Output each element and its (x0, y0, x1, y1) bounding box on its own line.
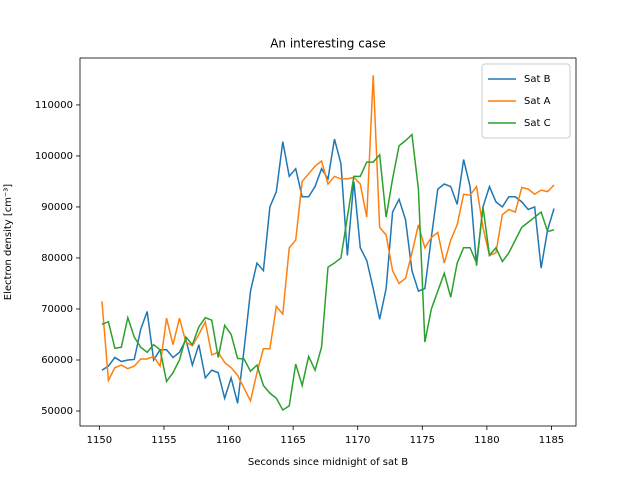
x-tick-label: 1180 (474, 435, 499, 446)
x-tick-label: 1150 (87, 435, 112, 446)
x-tick-label: 1165 (280, 435, 305, 446)
x-tick-label: 1185 (539, 435, 564, 446)
y-tick-label: 90000 (41, 202, 73, 213)
legend-label: Sat B (524, 74, 551, 85)
x-tick-label: 1175 (410, 435, 435, 446)
x-tick-label: 1160 (216, 435, 241, 446)
y-tick-label: 50000 (41, 406, 73, 417)
y-axis-label: Electron density [cm⁻³] (3, 184, 14, 300)
x-axis-label: Seconds since midnight of sat B (248, 457, 408, 468)
x-tick-label: 1155 (151, 435, 176, 446)
series-line (101, 132, 555, 412)
legend-box (481, 63, 571, 139)
legend-label: Sat C (524, 118, 551, 129)
y-tick-label: 110000 (35, 100, 73, 111)
chart-title: An interesting case (270, 37, 386, 51)
x-tick-label: 1170 (345, 435, 370, 446)
y-tick-label: 70000 (41, 304, 73, 315)
series-line (101, 75, 555, 403)
y-tick-label: 60000 (41, 355, 73, 366)
legend-label: Sat A (524, 96, 551, 107)
y-tick-label: 80000 (41, 253, 73, 264)
y-tick-label: 100000 (35, 151, 73, 162)
plot-frame (79, 57, 577, 427)
